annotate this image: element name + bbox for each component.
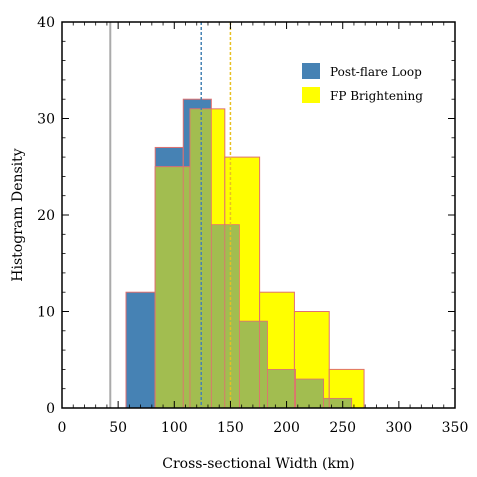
reference-lines-layer xyxy=(109,22,232,408)
bar-overlap-7-4 xyxy=(323,397,330,409)
legend-label-post-flare-loop: Post-flare Loop xyxy=(330,65,422,79)
x-tick-label: 150 xyxy=(217,420,244,436)
legend-label-fp-brightening: FP Brightening xyxy=(330,89,423,103)
bar-overlap-3-1 xyxy=(210,224,226,409)
bar-series-0-bin-0 xyxy=(125,291,156,409)
bar-overlap-5-3 xyxy=(267,368,295,409)
legend: Post-flare Loop FP Brightening xyxy=(302,63,423,103)
ticks-layer: 0 50 100 150 200 250 300 350 0 10 20 30 40 xyxy=(37,15,468,436)
y-tick-label: 20 xyxy=(37,208,55,224)
bar-overlap-1-0 xyxy=(154,166,184,409)
x-tick-label: 50 xyxy=(109,420,127,436)
x-tick-label: 300 xyxy=(385,420,412,436)
legend-swatch-post-flare-loop xyxy=(302,63,320,79)
bar-overlap-6-4 xyxy=(295,378,325,409)
y-tick-label: 40 xyxy=(37,15,55,31)
y-tick-label: 0 xyxy=(46,401,55,417)
y-tick-label: 10 xyxy=(37,305,55,321)
x-axis-label: Cross-sectional Width (km) xyxy=(162,456,354,472)
bar-overlap-4-3 xyxy=(259,320,268,409)
x-tick-label: 200 xyxy=(273,420,300,436)
x-tick-label: 350 xyxy=(442,420,469,436)
bar-overlap-7-5 xyxy=(328,397,353,409)
x-tick-label: 250 xyxy=(329,420,356,436)
x-tick-label: 0 xyxy=(58,420,67,436)
y-tick-label: 30 xyxy=(37,112,55,128)
y-axis-label: Histogram Density xyxy=(10,148,26,281)
legend-swatch-fp-brightening xyxy=(302,87,320,103)
bar-overlap-3-2 xyxy=(224,224,240,409)
bars-layer xyxy=(125,98,365,409)
bar-overlap-2-0 xyxy=(182,166,191,409)
x-tick-label: 100 xyxy=(161,420,188,436)
bar-overlap-4-2 xyxy=(239,320,261,409)
